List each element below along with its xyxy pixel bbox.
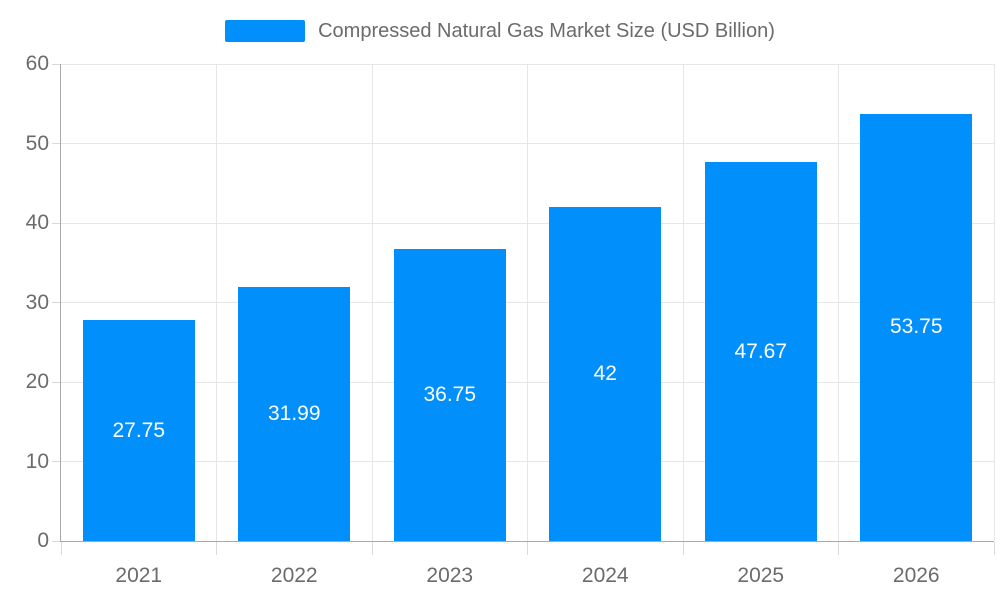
x-axis-tick xyxy=(682,542,684,555)
x-gridline xyxy=(527,64,528,541)
x-axis-label: 2021 xyxy=(115,564,163,587)
y-axis-tick xyxy=(52,63,60,65)
x-axis-tick xyxy=(216,542,217,555)
y-axis-tick xyxy=(52,222,60,224)
x-gridline xyxy=(993,64,995,541)
x-axis-tick xyxy=(838,542,839,555)
bar[interactable]: 42 xyxy=(549,207,662,541)
y-axis-label: 50 xyxy=(25,131,49,155)
y-axis-tick xyxy=(52,143,60,144)
x-gridline xyxy=(838,64,839,541)
x-axis-tick xyxy=(527,542,528,555)
bar-value-label: 31.99 xyxy=(267,401,321,425)
bar-value-label: 36.75 xyxy=(423,382,477,406)
y-axis-label: 20 xyxy=(25,370,49,393)
bar[interactable]: 36.75 xyxy=(393,248,506,541)
x-axis-tick xyxy=(371,542,373,555)
y-axis-tick xyxy=(52,381,60,383)
x-axis-label: 2024 xyxy=(581,564,629,587)
x-axis-label: 2026 xyxy=(892,564,940,587)
bar-value-label: 27.75 xyxy=(112,418,166,442)
bar[interactable]: 47.67 xyxy=(704,162,817,541)
bar[interactable]: 53.75 xyxy=(860,113,973,541)
bar-value-label: 47.67 xyxy=(734,339,788,363)
x-axis-tick xyxy=(993,542,995,555)
legend-label: Compressed Natural Gas Market Size (USD … xyxy=(318,20,775,42)
x-gridline xyxy=(371,64,373,541)
x-axis-label: 2023 xyxy=(426,564,474,587)
y-axis-label: 30 xyxy=(25,290,49,314)
legend[interactable]: Compressed Natural Gas Market Size (USD … xyxy=(0,20,1000,42)
bar-value-label: 53.75 xyxy=(889,315,943,339)
y-axis-label: 10 xyxy=(25,449,49,473)
bar[interactable]: 31.99 xyxy=(238,286,351,541)
y-axis-tick xyxy=(52,302,60,303)
y-axis-label: 40 xyxy=(25,211,49,234)
y-axis-tick xyxy=(52,540,60,542)
x-axis-label: 2022 xyxy=(270,564,318,587)
bar[interactable]: 27.75 xyxy=(82,320,195,541)
y-axis-label: 0 xyxy=(37,529,49,552)
y-axis-tick xyxy=(52,461,60,462)
x-axis-tick xyxy=(60,542,62,555)
bar-value-label: 42 xyxy=(593,362,617,386)
x-gridline xyxy=(216,64,217,541)
legend-swatch-icon xyxy=(225,20,306,42)
x-gridline xyxy=(682,64,684,541)
x-axis-label: 2025 xyxy=(737,564,785,587)
y-axis-label: 60 xyxy=(25,52,49,75)
plot-area: 0 10 20 30 40 50 60 27.75 2021 31.99 2022 36.75 2023… xyxy=(26,52,995,587)
